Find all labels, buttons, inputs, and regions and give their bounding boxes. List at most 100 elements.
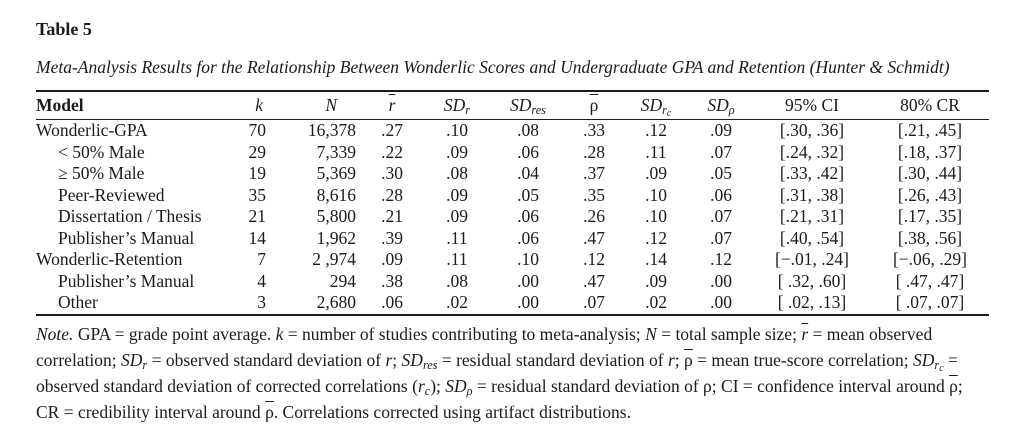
col-header-model: Model xyxy=(36,95,84,115)
cell-sdrho: .05 xyxy=(710,163,732,183)
cell-sdr: .11 xyxy=(446,227,468,248)
cell-rhobar: .26 xyxy=(583,206,605,226)
table-row: Other 3 2,680 .06 .02 .00 .07 .02 .00 [ .02, .13]… xyxy=(36,292,989,315)
col-header-rhobar: ρ xyxy=(589,95,599,115)
cell-rbar: .06 xyxy=(381,292,403,312)
col-header-sdr: SDr xyxy=(443,95,471,118)
cell-model: ≥ 50% Male xyxy=(58,163,145,183)
cell-sdrho: .06 xyxy=(710,184,732,205)
cell-cr: [ .07, .07] xyxy=(895,292,965,312)
cell-rhobar: .35 xyxy=(583,184,605,205)
cell-sdrc: .09 xyxy=(645,163,667,183)
table-note: Note. GPA = grade point average. k = num… xyxy=(36,323,963,422)
cell-k: 21 xyxy=(248,206,267,226)
cell-rbar: .22 xyxy=(381,141,403,162)
cell-ci: [.33, .42] xyxy=(779,163,845,183)
cell-sdrc: .02 xyxy=(645,292,667,312)
cell-sdr: .11 xyxy=(446,249,468,269)
cell-k: 14 xyxy=(248,227,267,248)
cell-sdres: .00 xyxy=(517,270,539,291)
cell-sdrho: .09 xyxy=(710,120,732,140)
cell-sdrho: .00 xyxy=(710,292,732,312)
cell-cr: [.18, .37] xyxy=(897,141,963,162)
cell-k: 4 xyxy=(257,270,266,291)
cell-n: 8,616 xyxy=(316,184,356,205)
cell-model: Wonderlic-GPA xyxy=(36,120,148,140)
cell-sdrc: .12 xyxy=(645,120,667,140)
cell-sdres: .08 xyxy=(517,120,539,140)
col-header-cr: 80% CR xyxy=(900,95,960,115)
cell-rhobar: .37 xyxy=(583,163,605,183)
cell-cr: [.30, .44] xyxy=(897,163,963,183)
table-row: < 50% Male 29 7,339 .22 .09 .06 .28 .11 .07 [.24,… xyxy=(36,142,989,164)
cell-rhobar: .47 xyxy=(583,270,605,291)
cell-sdres: .06 xyxy=(517,206,539,226)
cell-sdr: .09 xyxy=(446,206,468,226)
cell-sdrc: .09 xyxy=(645,270,667,291)
cell-rbar: .27 xyxy=(381,120,403,140)
cell-n: 2,680 xyxy=(316,292,356,312)
cell-n: 2 ,974 xyxy=(312,249,356,269)
cell-sdrho: .00 xyxy=(710,270,732,291)
table-row: Dissertation / Thesis 21 5,800 .21 .09 .06 .26… xyxy=(36,206,989,228)
cell-rbar: .38 xyxy=(381,270,403,291)
cell-k: 7 xyxy=(257,249,266,269)
cell-sdrc: .12 xyxy=(645,227,667,248)
cell-n: 5,369 xyxy=(316,163,356,183)
cell-rbar: .09 xyxy=(381,249,403,269)
cell-rhobar: .28 xyxy=(583,141,605,162)
cell-sdrho: .12 xyxy=(710,249,732,269)
cell-cr: [.17, .35] xyxy=(897,206,963,226)
table-body: Wonderlic-GPA 70 16,378 .27 .10 .08 .33 .12 .09 [… xyxy=(36,120,989,315)
cell-ci: [ .02, .13] xyxy=(777,292,847,312)
table-label: Table 5 xyxy=(36,19,92,39)
col-header-n: N xyxy=(325,95,337,115)
cell-sdr: .10 xyxy=(446,120,468,140)
cell-sdres: .04 xyxy=(517,163,539,183)
col-header-k: k xyxy=(255,95,263,115)
cell-cr: [ .47, .47] xyxy=(895,270,965,291)
cell-model: Peer-Reviewed xyxy=(58,184,165,205)
cell-model: < 50% Male xyxy=(58,141,145,162)
cell-rbar: .39 xyxy=(381,227,403,248)
cell-cr: [.26, .43] xyxy=(897,184,963,205)
cell-cr: [−.06, .29] xyxy=(892,249,968,269)
cell-sdres: .06 xyxy=(517,227,539,248)
cell-sdr: .08 xyxy=(446,163,468,183)
col-header-ci: 95% CI xyxy=(785,95,839,115)
cell-rbar: .21 xyxy=(381,206,403,226)
cell-ci: [−.01, .24] xyxy=(774,249,850,269)
cell-n: 16,378 xyxy=(307,120,356,140)
cell-model: Dissertation / Thesis xyxy=(58,206,202,226)
col-header-sdrc: SDrc xyxy=(640,95,672,120)
table-row: Publisher’s Manual 14 1,962 .39 .11 .06 .47 .12… xyxy=(36,228,989,250)
cell-sdrc: .10 xyxy=(645,184,667,205)
table-row: Publisher’s Manual 4 294 .38 .08 .00 .47 .09 .00… xyxy=(36,271,989,293)
cell-rhobar: .33 xyxy=(583,120,605,140)
cell-model: Other xyxy=(58,292,98,312)
table-caption: Meta-Analysis Results for the Relationsh… xyxy=(36,57,950,77)
cell-ci: [.31, .38] xyxy=(779,184,845,205)
cell-rbar: .28 xyxy=(381,184,403,205)
cell-k: 29 xyxy=(248,141,267,162)
cell-n: 5,800 xyxy=(316,206,356,226)
cell-sdrho: .07 xyxy=(710,141,732,162)
cell-rhobar: .07 xyxy=(583,292,605,312)
cell-model: Publisher’s Manual xyxy=(58,270,195,291)
col-header-sdrho: SDρ xyxy=(707,95,735,118)
cell-sdrc: .14 xyxy=(645,249,667,269)
cell-ci: [.30, .36] xyxy=(779,120,845,140)
cell-sdres: .06 xyxy=(517,141,539,162)
cell-sdres: .10 xyxy=(517,249,539,269)
cell-rhobar: .47 xyxy=(583,227,605,248)
cell-sdrc: .10 xyxy=(645,206,667,226)
cell-sdrho: .07 xyxy=(710,206,732,226)
table-row: Wonderlic-GPA 70 16,378 .27 .10 .08 .33 .12 .09 [… xyxy=(36,120,989,142)
cell-sdres: .00 xyxy=(517,292,539,312)
cell-sdrho: .07 xyxy=(710,227,732,248)
col-header-rbar: r xyxy=(388,95,396,115)
table-row: ≥ 50% Male 19 5,369 .30 .08 .04 .37 .09 .05 [.33,… xyxy=(36,163,989,185)
